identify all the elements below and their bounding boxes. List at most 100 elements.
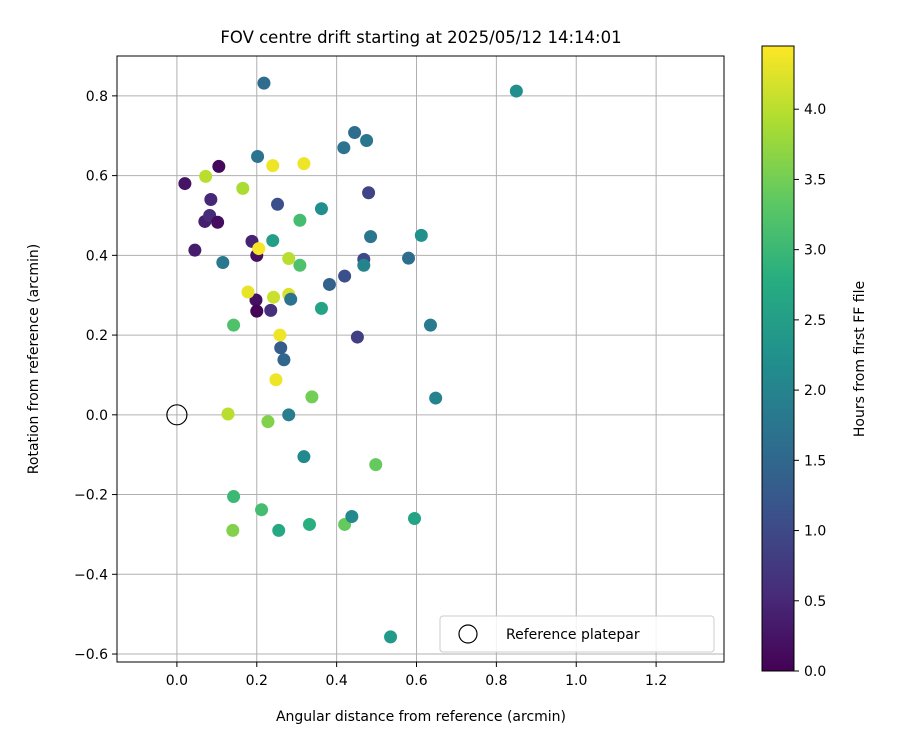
data-point (414, 228, 428, 242)
colorbar-tick-label: 3.0 (804, 243, 826, 259)
data-point (297, 450, 311, 464)
y-tick-label: 0.6 (86, 169, 108, 185)
x-tick-label: 0.2 (246, 673, 268, 689)
data-point (188, 243, 202, 257)
data-point (227, 490, 241, 504)
data-point (241, 285, 255, 299)
data-point (362, 186, 376, 200)
colorbar-tick-label: 1.0 (804, 524, 826, 540)
data-point (226, 523, 240, 537)
data-point (305, 390, 319, 404)
data-point (236, 181, 250, 195)
data-point (261, 415, 275, 429)
colorbar: 0.0 0.5 1.0 1.5 2.0 2.5 3.0 3.5 4.0 Hours from f… (761, 45, 868, 680)
data-point (293, 213, 307, 227)
data-point (250, 304, 264, 318)
data-point (266, 159, 280, 173)
data-point (257, 76, 271, 90)
legend-box (439, 615, 715, 653)
reference-point (166, 404, 188, 426)
data-point (277, 353, 291, 367)
data-point (338, 269, 352, 283)
data-point (350, 330, 364, 344)
data-point (314, 202, 328, 216)
colorbar-label: Hours from first FF file (852, 281, 868, 437)
x-tick-label: 0.4 (326, 673, 348, 689)
colorbar-tick-label: 0.5 (804, 594, 826, 610)
data-point (357, 258, 371, 272)
y-tick-label: 0.2 (86, 328, 108, 344)
y-axis-label: Rotation from reference (arcmin) (26, 244, 42, 474)
data-point (345, 509, 359, 523)
grid (117, 56, 724, 662)
data-point (429, 391, 443, 405)
data-point (212, 159, 226, 173)
data-point (369, 458, 383, 472)
x-tick-label: 0.0 (166, 673, 188, 689)
data-point (364, 230, 378, 244)
x-tick-label: 0.8 (485, 673, 507, 689)
data-point (269, 373, 283, 387)
data-point (204, 193, 218, 207)
colorbar-tick-label: 2.0 (804, 383, 826, 399)
data-point (282, 408, 296, 422)
y-axis-ticks: −0.6 −0.4 −0.2 0.0 0.2 0.4 0.6 0.8 (74, 89, 117, 663)
data-point (216, 256, 230, 270)
colorbar-tick-label: 4.0 (804, 102, 826, 118)
data-point (271, 197, 285, 211)
data-point (408, 511, 422, 525)
data-point (199, 169, 213, 183)
data-point (252, 242, 266, 256)
y-tick-label: 0.0 (86, 408, 108, 424)
reference-marker (166, 404, 188, 426)
data-point (249, 293, 263, 307)
data-point (322, 277, 336, 291)
data-point (360, 134, 374, 148)
colorbar-tick-label: 1.5 (804, 453, 826, 469)
colorbar-tick-label: 3.5 (804, 172, 826, 188)
x-tick-label: 0.6 (405, 673, 427, 689)
y-tick-label: −0.6 (74, 647, 108, 663)
data-point (302, 517, 316, 531)
y-tick-label: 0.8 (86, 89, 108, 105)
colorbar-tick-label: 0.0 (804, 664, 826, 680)
data-point (178, 177, 192, 191)
x-tick-label: 1.2 (645, 673, 667, 689)
x-axis-label: Angular distance from reference (arcmin) (276, 709, 566, 725)
data-point (264, 303, 278, 317)
data-point (274, 341, 288, 355)
plot-frame (116, 55, 725, 663)
legend: Reference platepar (439, 615, 715, 653)
data-point (314, 301, 328, 315)
x-axis-ticks: 0.0 0.2 0.4 0.6 0.8 1.0 1.2 (166, 662, 667, 689)
data-point (255, 503, 269, 517)
legend-label: Reference platepar (506, 627, 640, 643)
data-point (282, 252, 296, 266)
data-point (211, 215, 225, 229)
data-point (284, 292, 298, 306)
data-point (337, 141, 351, 155)
data-points (178, 76, 523, 644)
data-point (384, 630, 398, 644)
data-point (402, 251, 416, 265)
data-point (293, 258, 307, 272)
data-point (297, 157, 311, 171)
y-tick-label: 0.4 (86, 248, 108, 264)
data-point (348, 126, 362, 140)
data-point (266, 234, 280, 248)
x-tick-label: 1.0 (565, 673, 587, 689)
colorbar-ticks: 0.0 0.5 1.0 1.5 2.0 2.5 3.0 3.5 4.0 (794, 102, 826, 680)
data-point (267, 290, 281, 304)
data-point (272, 523, 286, 537)
y-tick-label: −0.2 (74, 488, 108, 504)
colorbar-gradient (761, 45, 795, 672)
data-point (273, 328, 287, 342)
chart-title: FOV centre drift starting at 2025/05/12 … (220, 28, 621, 47)
data-point (423, 318, 437, 332)
data-point (227, 318, 241, 332)
colorbar-tick-label: 2.5 (804, 313, 826, 329)
data-point (221, 407, 235, 421)
y-tick-label: −0.4 (74, 567, 108, 583)
data-point (509, 84, 523, 98)
